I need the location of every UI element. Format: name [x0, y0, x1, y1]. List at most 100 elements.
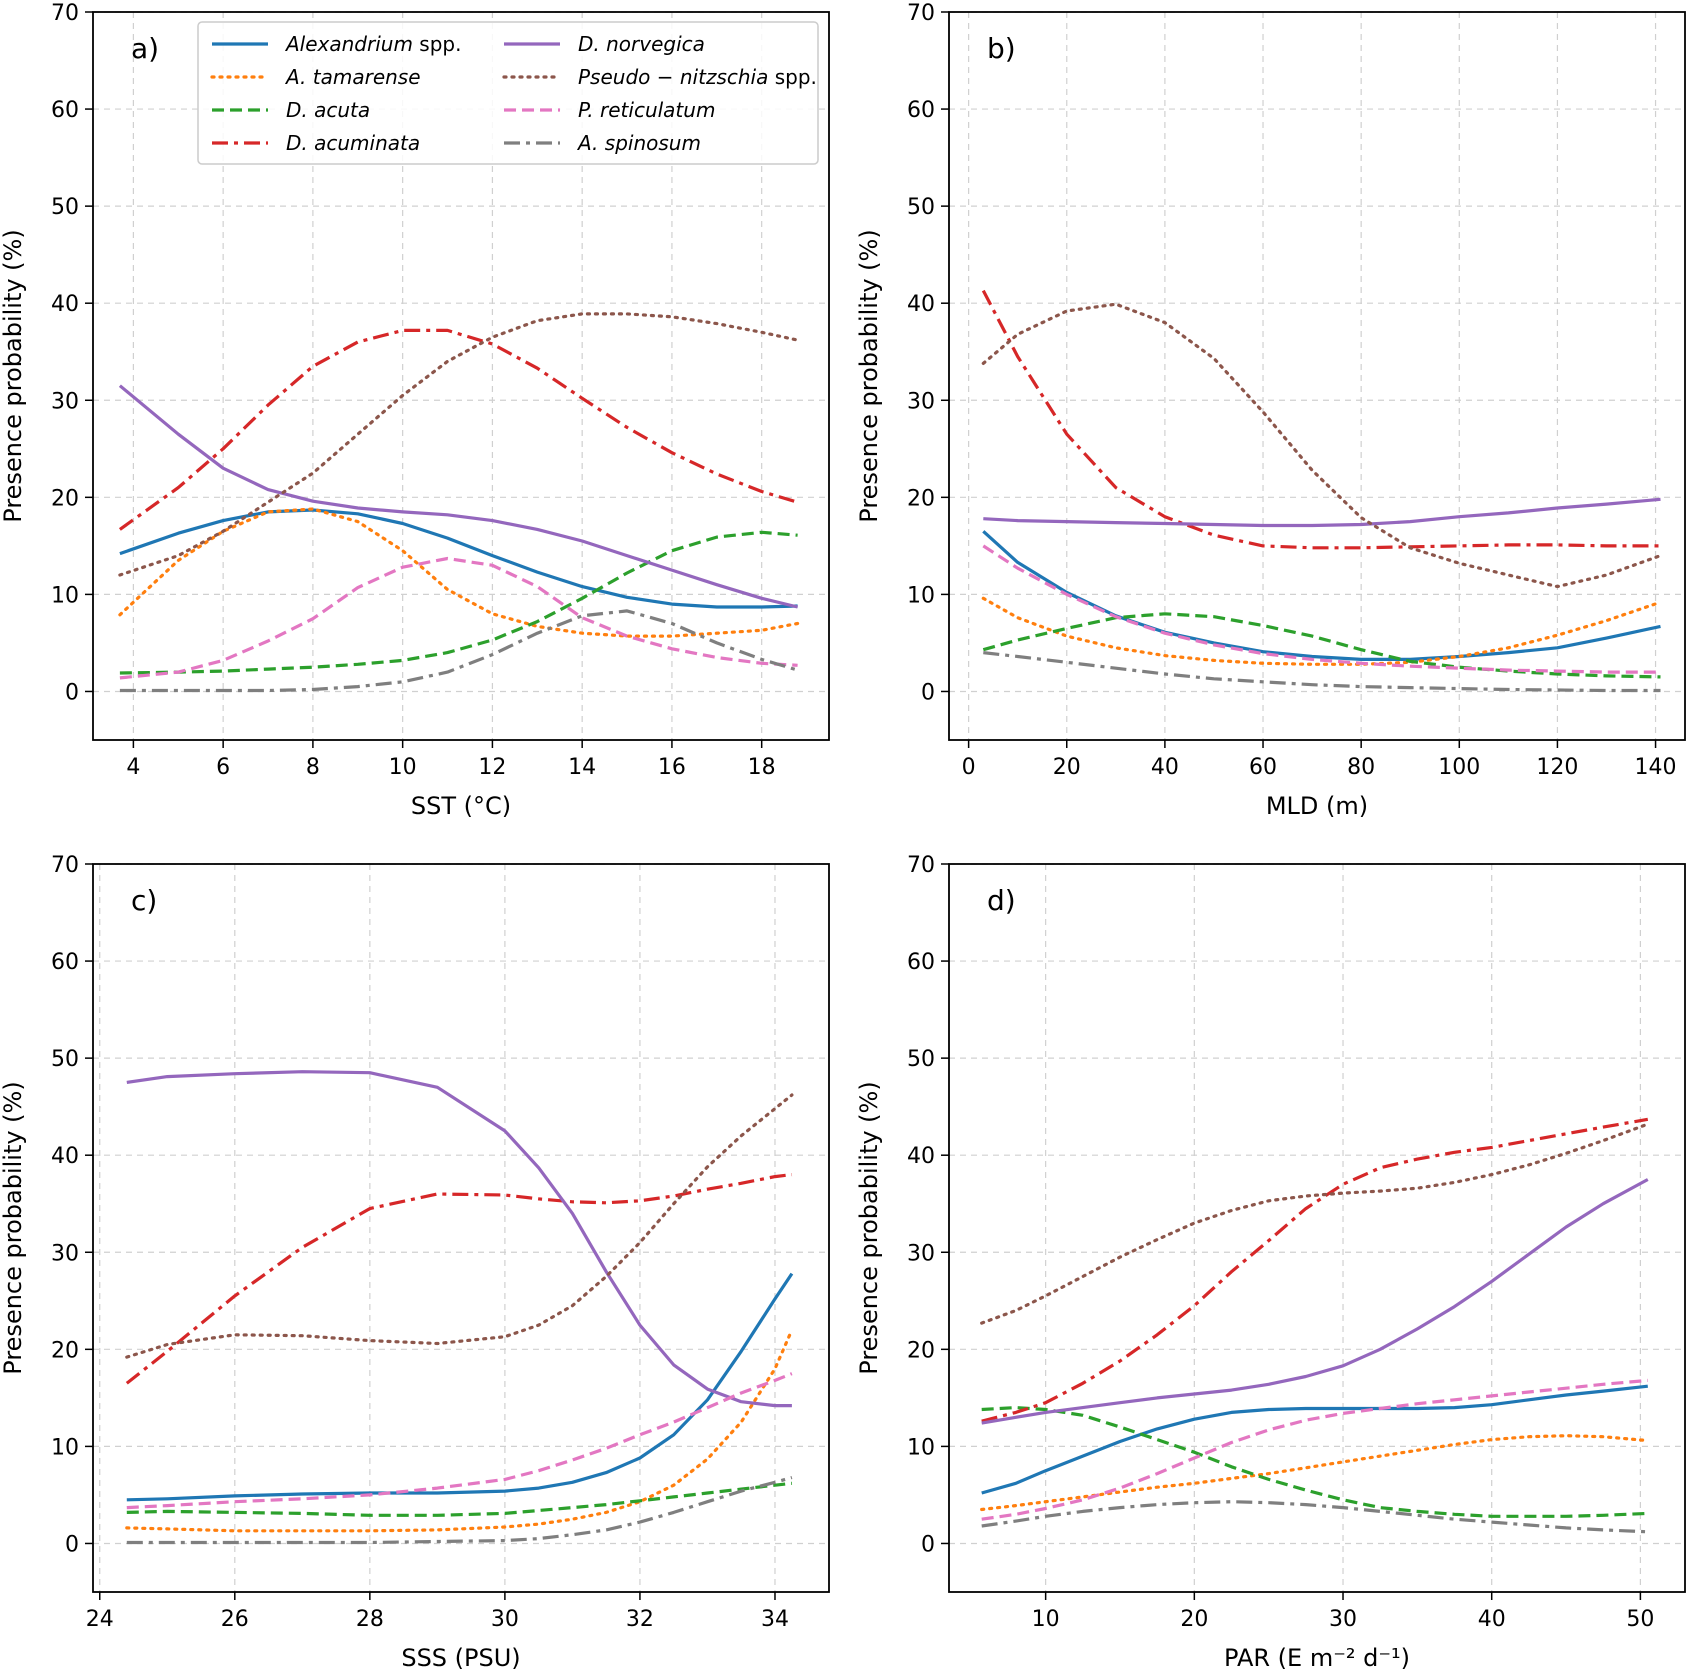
plot-frame: [93, 864, 829, 1592]
legend-label-dnor: D. norvegica: [578, 32, 705, 56]
panel-b: 0 20 40 60 80 100 120 140 0 10 20 30 40 50 60 70 MLD (m)…: [855, 1, 1685, 820]
y-tick-label: 70: [907, 853, 935, 878]
y-tick-label: 40: [51, 1144, 79, 1169]
y-tick-label: 0: [65, 680, 79, 705]
y-tick-label: 10: [907, 583, 935, 608]
y-tick-label: 60: [51, 98, 79, 123]
series-line-atam: [120, 509, 798, 636]
x-tick-label: 12: [478, 755, 506, 780]
panel-label: b): [987, 32, 1016, 65]
y-tick-label: 50: [51, 195, 79, 220]
x-axis-label: MLD (m): [1266, 792, 1368, 820]
y-tick-label: 50: [907, 195, 935, 220]
series-group: [983, 291, 1660, 691]
series-line-dnor: [120, 386, 798, 607]
y-tick-label: 70: [51, 853, 79, 878]
y-tick-label: 40: [907, 1144, 935, 1169]
y-tick-label: 40: [907, 292, 935, 317]
legend-label-pret: P. reticulatum: [578, 98, 715, 122]
y-axis-label: Presence probability (%): [0, 1081, 27, 1374]
x-tick-label: 60: [1249, 755, 1277, 780]
legend-label-dacum: D. acuminata: [286, 131, 420, 155]
y-tick-label: 60: [907, 98, 935, 123]
series-line-pseudo: [982, 1124, 1648, 1323]
legend-label-aspin: A. spinosum: [576, 131, 701, 155]
legend-label-alex: Alexandrium spp.: [284, 32, 461, 56]
x-tick-label: 24: [86, 1607, 114, 1632]
y-tick-label: 70: [51, 1, 79, 26]
y-tick-label: 70: [907, 1, 935, 26]
x-tick-label: 80: [1347, 755, 1375, 780]
series-line-pret: [127, 1374, 792, 1508]
series-line-dacum: [120, 330, 798, 529]
x-tick-label: 140: [1635, 755, 1677, 780]
y-tick-label: 10: [907, 1435, 935, 1460]
y-tick-label: 60: [907, 950, 935, 975]
y-tick-label: 20: [907, 486, 935, 511]
y-tick-label: 30: [51, 389, 79, 414]
series-line-pret: [982, 1380, 1648, 1519]
x-tick-label: 32: [626, 1607, 654, 1632]
panel-label: c): [131, 884, 157, 917]
x-tick-label: 18: [748, 755, 776, 780]
series-line-pseudo: [127, 1095, 792, 1357]
x-tick-label: 16: [658, 755, 686, 780]
x-tick-label: 6: [216, 755, 230, 780]
y-tick-label: 30: [907, 389, 935, 414]
x-tick-label: 8: [306, 755, 320, 780]
x-axis-label: PAR (E m⁻² d⁻¹): [1224, 1644, 1410, 1672]
x-tick-label: 34: [761, 1607, 789, 1632]
x-tick-label: 26: [221, 1607, 249, 1632]
legend-label-pseudo: Pseudo − nitzschia spp.: [578, 65, 817, 89]
y-tick-label: 0: [921, 1532, 935, 1557]
series-line-pseudo: [120, 314, 798, 575]
panel-label: a): [131, 32, 159, 65]
y-tick-label: 30: [51, 1241, 79, 1266]
x-tick-label: 14: [568, 755, 596, 780]
legend-label-dacuta: D. acuta: [286, 98, 370, 122]
y-tick-label: 10: [51, 583, 79, 608]
y-tick-label: 50: [51, 1047, 79, 1072]
panels: 4 6 8 10 12 14 16 18010203040506070SST (°C)Pres…: [0, 1, 1685, 1672]
series-line-dacuta: [127, 1483, 792, 1515]
y-tick-label: 50: [907, 1047, 935, 1072]
x-tick-label: 30: [491, 1607, 519, 1632]
series-line-dacum: [982, 1119, 1648, 1421]
x-tick-label: 20: [1180, 1607, 1208, 1632]
series-line-dnor: [982, 1180, 1648, 1424]
y-tick-label: 20: [51, 1338, 79, 1363]
panel-label: d): [987, 884, 1016, 917]
panel-d: 10 20 30 40 50 0 10 20 30 40 50 60 70 PAR (E m⁻² d⁻¹)…: [855, 853, 1685, 1672]
y-tick-label: 30: [907, 1241, 935, 1266]
x-tick-label: 100: [1438, 755, 1480, 780]
x-tick-label: 50: [1626, 1607, 1654, 1632]
series-line-aspin: [127, 1478, 792, 1543]
x-tick-label: 30: [1329, 1607, 1357, 1632]
series-line-alex: [120, 510, 798, 607]
series-line-aspin: [120, 611, 798, 691]
series-line-dacum: [127, 1175, 792, 1384]
legend-label-atam: A. tamarense: [284, 65, 421, 89]
series-line-pret: [983, 546, 1660, 672]
x-tick-label: 10: [1032, 1607, 1060, 1632]
y-tick-label: 20: [907, 1338, 935, 1363]
x-tick-label: 10: [389, 755, 417, 780]
y-tick-label: 10: [51, 1435, 79, 1460]
series-group: [982, 1119, 1648, 1532]
series-line-dacuta: [983, 614, 1660, 677]
y-axis-label: Presence probability (%): [855, 229, 883, 522]
series-line-dnor: [983, 499, 1660, 525]
series-line-alex: [127, 1274, 792, 1500]
panel-c: 24 26 28 30 32 34010203040506070SSS (PSU)Pres…: [0, 853, 829, 1672]
plot-frame: [949, 864, 1685, 1592]
x-tick-label: 0: [962, 755, 976, 780]
x-tick-label: 40: [1478, 1607, 1506, 1632]
series-line-atam: [983, 598, 1660, 664]
y-tick-label: 0: [921, 680, 935, 705]
x-axis-label: SST (°C): [411, 792, 511, 820]
series-line-dnor: [127, 1072, 792, 1406]
x-tick-label: 120: [1536, 755, 1578, 780]
series-line-alex: [982, 1386, 1648, 1493]
x-tick-label: 40: [1151, 755, 1179, 780]
x-tick-label: 20: [1053, 755, 1081, 780]
